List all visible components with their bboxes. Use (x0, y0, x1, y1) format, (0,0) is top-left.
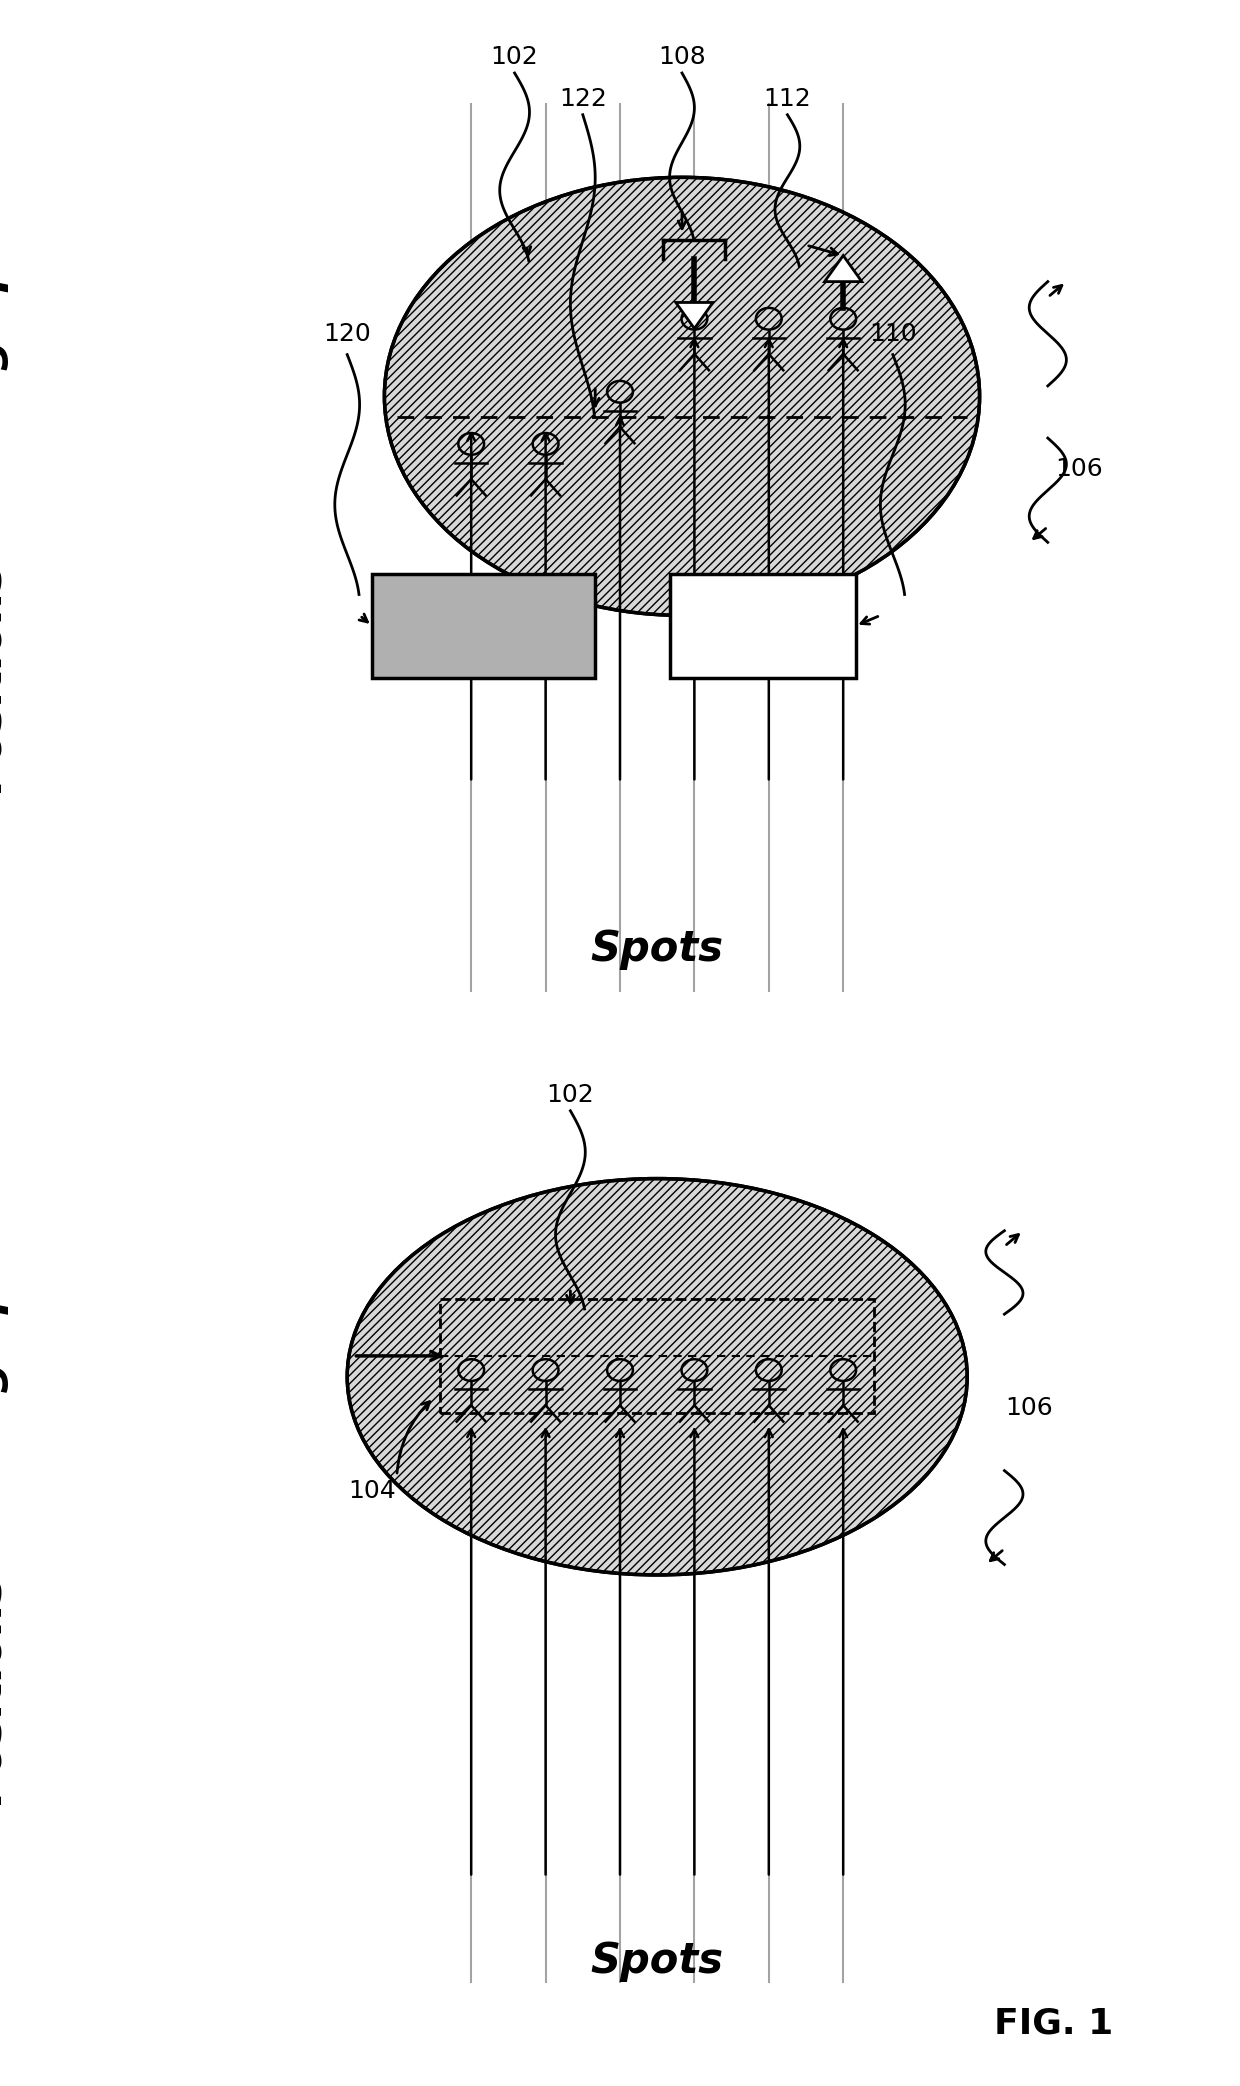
Text: FIG. 1: FIG. 1 (994, 2007, 1114, 2040)
FancyBboxPatch shape (372, 574, 595, 678)
Text: 110: 110 (869, 321, 916, 346)
FancyBboxPatch shape (670, 574, 856, 678)
Text: 104: 104 (348, 1479, 396, 1504)
Text: 122: 122 (559, 88, 606, 111)
Text: Planned Probing Spot: Planned Probing Spot (0, 1231, 9, 1773)
Text: Spots: Spots (590, 928, 724, 970)
Text: 108: 108 (658, 46, 706, 69)
Text: Spots: Spots (590, 1940, 724, 1982)
Text: 120: 120 (324, 321, 371, 346)
Text: Measured Probing Spot: Measured Probing Spot (0, 207, 9, 795)
Text: 112: 112 (764, 88, 811, 111)
Ellipse shape (384, 177, 980, 615)
Text: Positions: Positions (0, 1575, 9, 1804)
Ellipse shape (347, 1179, 967, 1575)
Text: 106: 106 (1006, 1396, 1053, 1421)
Text: 102: 102 (547, 1083, 594, 1108)
Polygon shape (676, 302, 713, 330)
Text: 102: 102 (491, 46, 538, 69)
Text: Positions: Positions (0, 563, 9, 793)
Text: 106: 106 (1055, 457, 1102, 482)
Polygon shape (825, 254, 862, 282)
